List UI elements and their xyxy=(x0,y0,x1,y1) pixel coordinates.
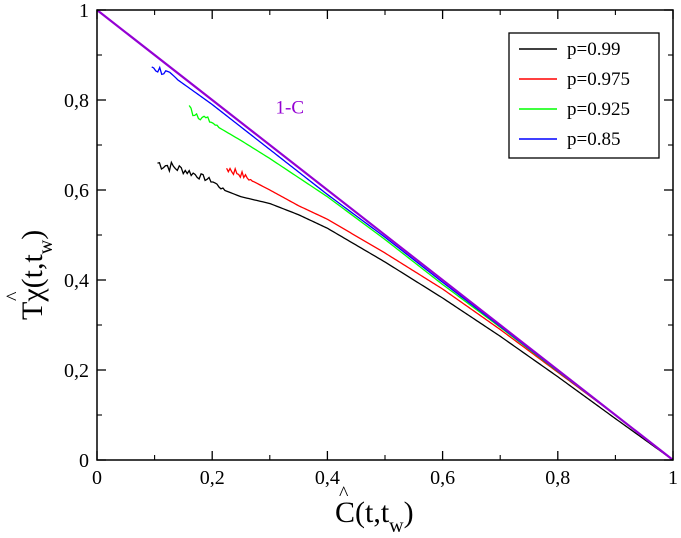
y-axis-title: Tχ(t,tw) ^ xyxy=(3,230,57,320)
series-line-p-0-99 xyxy=(157,160,674,461)
x-tick-label: 0,2 xyxy=(200,467,225,489)
x-tick-label: 0,4 xyxy=(315,467,340,489)
legend-label: p=0.85 xyxy=(567,129,620,150)
x-axis-title-sub: w xyxy=(389,515,404,537)
reference-layer xyxy=(96,9,674,461)
y-axis-hat: ^ xyxy=(3,291,25,301)
y-tick-label: 0,2 xyxy=(64,360,89,382)
y-tick-label: 0,4 xyxy=(64,270,89,292)
legend-label: p=0.925 xyxy=(567,99,630,120)
y-axis-title-sub: w xyxy=(35,239,57,254)
legend: p=0.99 p=0.975 p=0.925 p=0.85 xyxy=(508,32,660,159)
y-tick-label: 1 xyxy=(79,0,89,22)
y-tick-label: 0,6 xyxy=(64,180,89,202)
x-axis-title: C(t,tw) ^ xyxy=(335,483,414,537)
tick-layer: 0 0,2 0,4 0,6 0,8 1 0 0,2 0,4 0,6 0,8 1 xyxy=(64,0,678,489)
svg-text:Tχ(t,tw): Tχ(t,tw) xyxy=(16,230,57,320)
x-axis-title-close: ) xyxy=(404,496,414,529)
reference-line-1-c xyxy=(96,9,674,461)
legend-label: p=0.975 xyxy=(567,69,630,90)
annotation-layer: 1-C xyxy=(276,98,305,119)
y-axis-title-main: Tχ(t,t xyxy=(16,254,49,320)
x-tick-label: 0 xyxy=(92,467,102,489)
y-tick-label: 0 xyxy=(79,450,89,472)
y-tick-label: 0,8 xyxy=(64,90,89,112)
x-axis-hat: ^ xyxy=(339,483,349,505)
legend-label: p=0.99 xyxy=(567,39,620,60)
x-tick-label: 0,6 xyxy=(430,467,455,489)
x-tick-label: 1 xyxy=(668,467,678,489)
legend-box xyxy=(508,32,660,159)
x-tick-label: 0,8 xyxy=(545,467,570,489)
y-axis-title-close: ) xyxy=(16,230,49,240)
svg-text:C(t,tw): C(t,tw) xyxy=(335,496,414,537)
x-axis-title-main: C(t,t xyxy=(335,496,390,529)
annotation-1-c: 1-C xyxy=(276,98,305,119)
